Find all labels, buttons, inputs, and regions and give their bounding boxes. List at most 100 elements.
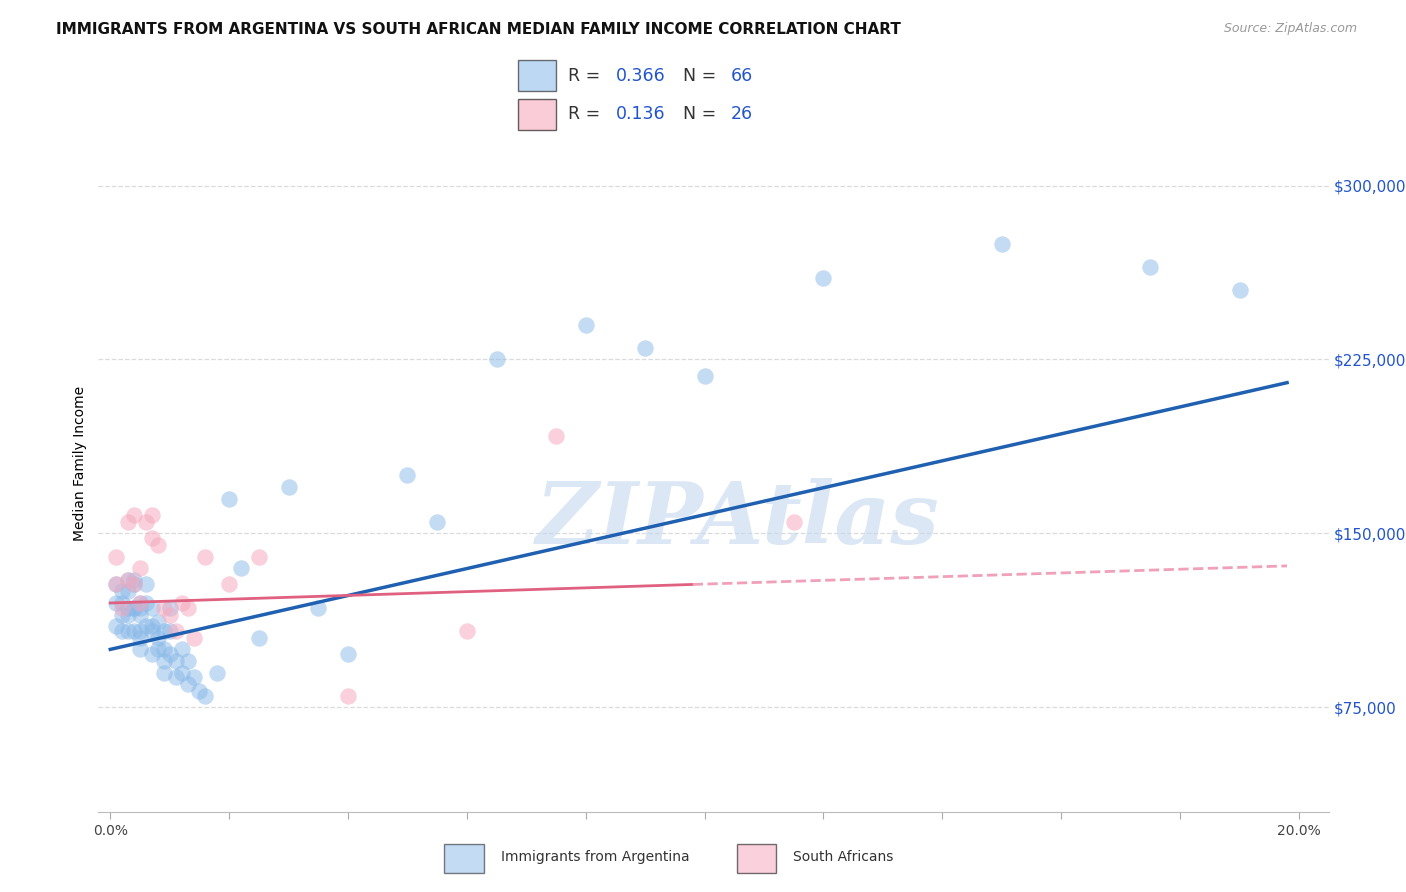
Point (129, 561, 152, 575)
Text: R =: R = (568, 105, 600, 123)
Point (129, 631, 152, 645)
FancyBboxPatch shape (737, 844, 776, 873)
Point (188, 684, 211, 698)
Text: N =: N = (683, 67, 717, 85)
Point (229, 561, 252, 575)
Point (122, 573, 145, 587)
Point (575, 318, 598, 332)
Point (813, 271, 835, 285)
Text: R =: R = (568, 67, 600, 85)
Point (105, 596, 128, 610)
Point (111, 584, 134, 599)
Point (135, 596, 157, 610)
Point (634, 341, 657, 355)
Point (247, 549, 270, 564)
Point (152, 624, 174, 638)
Point (117, 600, 139, 615)
Point (183, 631, 205, 645)
Point (159, 600, 181, 615)
Point (129, 596, 152, 610)
Point (456, 624, 478, 638)
Point (111, 600, 134, 615)
Point (159, 607, 181, 622)
Point (396, 468, 419, 483)
Text: 0.136: 0.136 (616, 105, 665, 123)
Point (141, 600, 163, 615)
Point (141, 508, 163, 522)
Point (105, 549, 128, 564)
Point (117, 584, 139, 599)
Point (165, 670, 187, 684)
Point (170, 596, 193, 610)
Point (129, 642, 152, 657)
Point (159, 647, 181, 661)
Point (337, 689, 360, 703)
Text: 66: 66 (731, 67, 752, 85)
Point (141, 531, 163, 545)
FancyBboxPatch shape (444, 844, 484, 873)
Point (141, 619, 163, 633)
FancyBboxPatch shape (517, 99, 557, 129)
Point (218, 491, 240, 506)
Point (152, 665, 174, 680)
Text: IMMIGRANTS FROM ARGENTINA VS SOUTH AFRICAN MEDIAN FAMILY INCOME CORRELATION CHAR: IMMIGRANTS FROM ARGENTINA VS SOUTH AFRIC… (56, 22, 901, 37)
Point (129, 624, 152, 638)
Point (141, 647, 163, 661)
Point (218, 577, 240, 591)
Point (135, 515, 157, 529)
Point (129, 607, 152, 622)
Point (117, 624, 139, 638)
Text: Source: ZipAtlas.com: Source: ZipAtlas.com (1223, 22, 1357, 36)
Point (129, 596, 152, 610)
Point (111, 596, 134, 610)
Point (111, 624, 134, 638)
Point (117, 573, 139, 587)
Point (159, 624, 181, 638)
Point (277, 480, 299, 494)
Point (693, 368, 716, 383)
Text: ZIPAtlas: ZIPAtlas (536, 478, 941, 561)
Point (165, 654, 187, 668)
Point (152, 654, 174, 668)
Point (122, 577, 145, 591)
Point (176, 600, 198, 615)
Text: Immigrants from Argentina: Immigrants from Argentina (501, 850, 689, 864)
Point (135, 619, 157, 633)
Point (176, 654, 198, 668)
Point (176, 677, 198, 691)
Point (146, 631, 169, 645)
Point (194, 549, 217, 564)
Point (111, 607, 134, 622)
Point (146, 615, 169, 629)
Point (426, 515, 449, 529)
Point (152, 600, 174, 615)
Point (105, 619, 128, 633)
Point (152, 642, 174, 657)
Y-axis label: Median Family Income: Median Family Income (73, 386, 87, 541)
Point (105, 577, 128, 591)
Point (247, 631, 270, 645)
Text: 0.366: 0.366 (616, 67, 665, 85)
Point (1139, 260, 1161, 274)
Point (1229, 283, 1251, 297)
Text: N =: N = (683, 105, 717, 123)
Point (122, 577, 145, 591)
Point (129, 600, 152, 615)
Point (307, 600, 329, 615)
Point (146, 642, 169, 657)
Point (122, 600, 145, 615)
Point (183, 670, 205, 684)
Point (135, 577, 157, 591)
Point (122, 624, 145, 638)
Text: 26: 26 (731, 105, 752, 123)
Text: South Africans: South Africans (793, 850, 893, 864)
Point (165, 624, 187, 638)
Point (991, 236, 1014, 251)
Point (485, 352, 508, 367)
Point (117, 515, 139, 529)
Point (117, 607, 139, 622)
Point (122, 600, 145, 615)
Point (337, 647, 360, 661)
Point (170, 642, 193, 657)
Point (207, 665, 229, 680)
